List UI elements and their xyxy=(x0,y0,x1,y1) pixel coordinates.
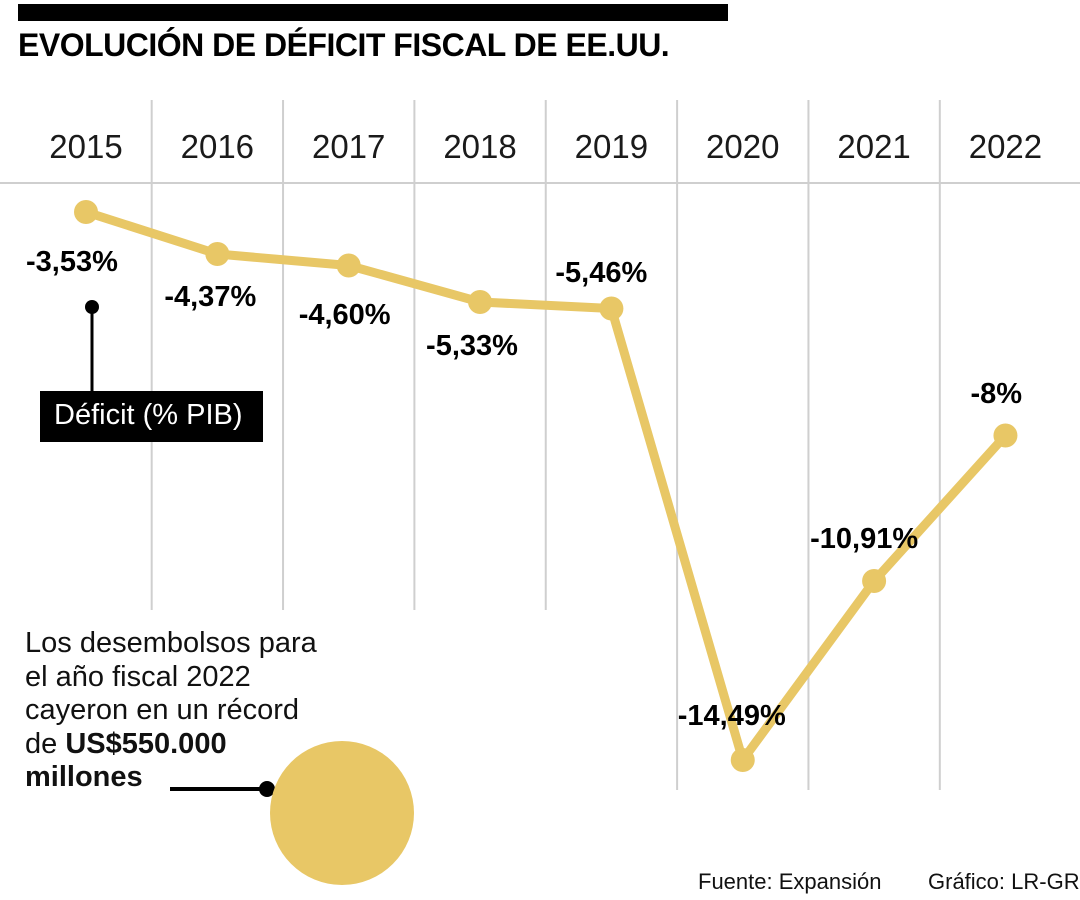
year-label-2019: 2019 xyxy=(574,128,649,165)
data-point-2021 xyxy=(862,569,887,593)
year-label-2017: 2017 xyxy=(311,128,386,165)
data-point-2020 xyxy=(730,748,755,772)
year-label-2015: 2015 xyxy=(49,128,123,165)
data-point-2018 xyxy=(468,290,493,314)
footer-credit: Gráfico: LR-GR xyxy=(928,869,1080,894)
value-label-2021: -10,91% xyxy=(810,523,919,555)
annotation-leader-dot xyxy=(259,781,275,797)
highlight-circle xyxy=(270,741,414,885)
deficit-line-series xyxy=(81,207,1010,765)
callout-dot xyxy=(85,300,99,314)
value-label-2022: -8% xyxy=(970,377,1023,410)
footer-source: Fuente: Expansión xyxy=(698,869,882,894)
value-label-2016: -4,37% xyxy=(164,281,257,313)
value-label-2018: -5,33% xyxy=(426,330,518,362)
year-label-2016: 2016 xyxy=(180,128,255,165)
data-point-2015 xyxy=(74,200,98,224)
year-label-2018: 2018 xyxy=(443,128,517,165)
value-label-2019: -5,46% xyxy=(555,256,648,289)
value-label-2020: -14,49% xyxy=(677,700,786,732)
data-point-2019 xyxy=(599,296,624,321)
year-label-2020: 2020 xyxy=(706,128,780,165)
data-point-2017 xyxy=(336,253,361,278)
value-label-2015: -3,53% xyxy=(26,246,118,278)
data-point-2022 xyxy=(993,423,1018,448)
title-accent-bar xyxy=(18,4,728,21)
year-label-2021: 2021 xyxy=(837,128,911,165)
page-title: EVOLUCIÓN DE DÉFICIT FISCAL DE EE.UU. xyxy=(18,27,670,63)
value-label-2017: -4,60% xyxy=(298,298,391,331)
annotation-text: Los desembolsos para el año fiscal 2022 ca… xyxy=(25,627,317,793)
data-point-2016 xyxy=(205,242,230,266)
year-label-2022: 2022 xyxy=(968,128,1043,165)
series-label-badge: Déficit (% PIB) xyxy=(40,391,263,442)
